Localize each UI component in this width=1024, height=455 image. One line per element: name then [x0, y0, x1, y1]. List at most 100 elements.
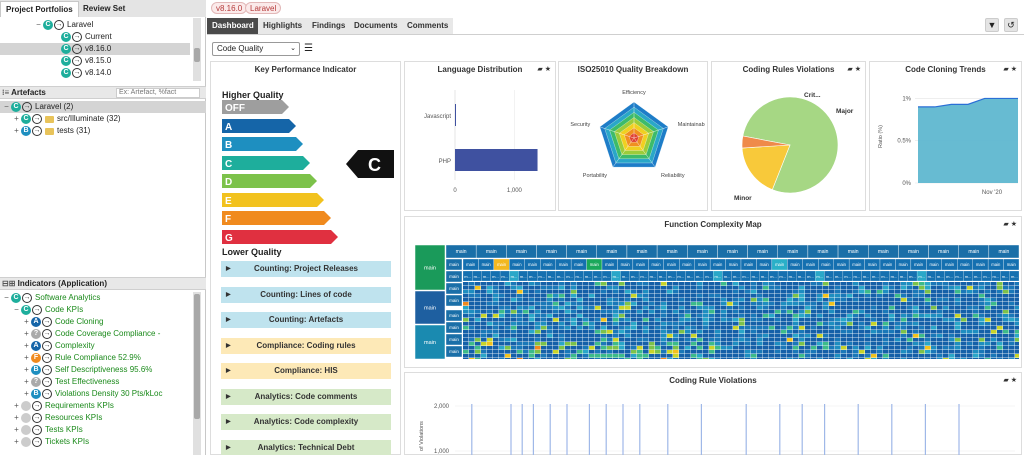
breadcrumb-project[interactable]: Laravel — [245, 2, 282, 14]
kpi-section-header[interactable]: ▶ Counting: Project Releases — [221, 261, 391, 277]
version-row[interactable]: C → v8.14.0 — [0, 67, 190, 79]
indicator-scroll-thumb[interactable] — [194, 294, 200, 419]
comment-icon[interactable]: ▰ — [1003, 66, 1009, 73]
indicator-row[interactable]: − C → Code KPIs — [0, 304, 190, 316]
heatmap-cell — [649, 358, 655, 359]
view-select[interactable]: Code Quality ⌄ — [212, 42, 300, 56]
star-icon[interactable]: ★ — [544, 66, 551, 73]
heatmap-cell — [787, 330, 793, 334]
artefact-filter-input[interactable]: Ex: Artefact, %fact — [116, 88, 200, 98]
heatmap-cell — [733, 346, 739, 350]
version-scrollbar[interactable] — [193, 18, 201, 81]
kpi-level-e: E — [222, 192, 324, 207]
kpi-section-header[interactable]: ▶ Analytics: Code complexity — [221, 414, 391, 430]
heatmap-subgroup — [445, 321, 463, 334]
tab-documents[interactable]: Documents — [349, 18, 404, 34]
heatmap-cell — [811, 330, 817, 334]
star-icon[interactable]: ★ — [1010, 377, 1017, 384]
tab-highlights[interactable]: Highlights — [258, 18, 309, 34]
tab-review-set[interactable]: Review Set — [83, 4, 126, 13]
indicator-row[interactable]: +? → Test Effectiveness — [0, 376, 190, 388]
comment-icon[interactable]: ▰ — [537, 66, 543, 73]
expand-icon[interactable]: + — [24, 353, 29, 362]
heatmap-cell — [511, 350, 517, 354]
heatmap-cell — [979, 330, 985, 334]
expand-icon[interactable]: + — [14, 401, 19, 410]
history-button[interactable]: ↺ — [1004, 18, 1018, 32]
collapse-icon[interactable]: − — [36, 20, 41, 29]
heatmap-header-label: main — [908, 249, 919, 255]
kpi-section-header[interactable]: ▶ Analytics: Technical Debt — [221, 439, 391, 455]
radar-axis-label: Portability — [583, 173, 607, 179]
indicator-row[interactable]: + B → Self Descriptiveness 95.6% — [0, 364, 190, 376]
kpi-section-header[interactable]: ▶ Counting: Artefacts — [221, 312, 391, 328]
indicator-row[interactable]: + → Tickets KPIs — [0, 436, 190, 448]
comment-icon[interactable]: ▰ — [1003, 377, 1009, 384]
collapse-icon[interactable]: − — [4, 293, 9, 302]
expand-icon[interactable]: + — [24, 365, 29, 374]
rating-badge: C — [61, 31, 71, 42]
collapse-icon[interactable]: − — [4, 102, 9, 111]
indicator-row[interactable]: − C → Software Analytics — [0, 292, 190, 304]
indicator-row[interactable]: + A → Complexity — [0, 340, 190, 352]
tab-dashboard[interactable]: Dashboard — [207, 18, 260, 34]
heatmap-cell-label: m... — [474, 274, 481, 279]
expand-icon[interactable]: + — [14, 437, 19, 446]
expand-icon[interactable]: + — [24, 377, 29, 386]
expand-icon[interactable]: + — [14, 114, 19, 123]
star-icon[interactable]: ★ — [854, 66, 861, 73]
tab-comments[interactable]: Comments — [402, 18, 455, 34]
star-icon[interactable]: ★ — [1010, 66, 1017, 73]
expand-icon[interactable]: + — [24, 341, 29, 350]
version-scroll-thumb[interactable] — [194, 48, 200, 62]
indicator-row[interactable]: + F → Rule Compliance 52.9% — [0, 352, 190, 364]
version-row[interactable]: − C → Laravel — [0, 19, 190, 31]
version-row[interactable]: C → Current — [0, 31, 190, 43]
kpi-section-header[interactable]: ▶ Counting: Lines of code — [221, 286, 391, 303]
indicator-row[interactable]: + A → Code Cloning — [0, 316, 190, 328]
heatmap-header-label: main — [757, 249, 768, 255]
expand-icon[interactable]: + — [14, 425, 19, 434]
menu-icon[interactable]: ☰ — [304, 43, 313, 54]
collapse-icon[interactable]: − — [14, 305, 19, 314]
heatmap-cell — [709, 358, 715, 359]
expand-icon[interactable]: + — [24, 329, 29, 338]
heatmap-cell — [505, 294, 511, 298]
indicator-row[interactable]: + → Requirements KPIs — [0, 400, 190, 412]
indicator-scrollbar[interactable] — [193, 292, 201, 455]
expand-icon[interactable]: + — [24, 389, 29, 398]
version-row[interactable]: C → v8.16.0 — [0, 43, 190, 55]
star-icon[interactable]: ★ — [1010, 221, 1017, 228]
kpi-section-header[interactable]: ▶ Compliance: HIS — [221, 363, 391, 379]
tab-project-portfolios[interactable]: Project Portfolios — [0, 1, 79, 17]
tab-findings[interactable]: Findings — [307, 18, 352, 34]
comment-icon[interactable]: ▰ — [847, 66, 853, 73]
heatmap-cell — [721, 282, 727, 286]
heatmap-cell-label: m... — [1011, 274, 1018, 279]
expand-icon[interactable]: + — [14, 126, 19, 135]
expand-icon[interactable]: + — [14, 413, 19, 422]
artefact-row[interactable]: + C → src/Illuminate (32) — [0, 113, 206, 125]
kpi-section-header[interactable]: ▶ Analytics: Code comments — [221, 388, 391, 405]
heatmap-cell-label: m... — [714, 274, 721, 279]
indicator-row[interactable]: + → Resources KPIs — [0, 412, 190, 424]
artefacts-title: Artefacts — [11, 88, 46, 97]
expand-icon[interactable]: + — [24, 317, 29, 326]
kpi-section-header[interactable]: ▶ Compliance: Coding rules — [221, 337, 391, 354]
heatmap-cell — [739, 350, 745, 354]
comment-icon[interactable]: ▰ — [1003, 221, 1009, 228]
indicator-row[interactable]: + → Tests KPIs — [0, 424, 190, 436]
indicator-row[interactable]: +? → Code Coverage Compliance - — [0, 328, 190, 340]
version-row[interactable]: C → v8.15.0 — [0, 55, 190, 67]
heatmap-cell — [829, 358, 835, 359]
heatmap-cell — [511, 294, 517, 298]
heatmap-cell — [475, 294, 481, 298]
filter-button[interactable]: ▼ — [985, 18, 999, 32]
indicator-row[interactable]: + B → Violations Density 30 Pts/kLoc — [0, 388, 190, 400]
heatmap-cell — [811, 314, 817, 318]
artefact-row[interactable]: + B → tests (31) — [0, 125, 206, 137]
collapse-icon[interactable]: ⊟⊞ — [2, 279, 16, 288]
breadcrumb-version[interactable]: v8.16.0 — [211, 2, 248, 14]
heatmap-cell — [805, 282, 811, 286]
artefact-row[interactable]: − C → Laravel (2) — [0, 101, 206, 113]
